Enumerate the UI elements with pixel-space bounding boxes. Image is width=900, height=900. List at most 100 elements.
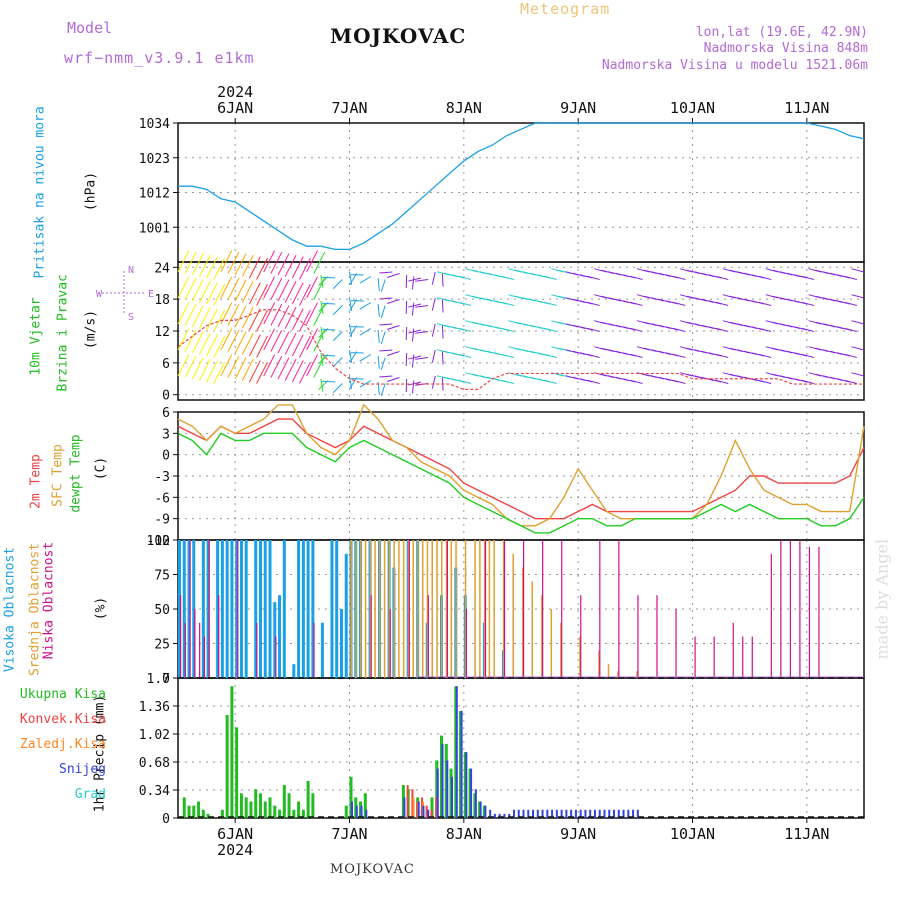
- day-label-top: 10JAN: [670, 99, 715, 117]
- wind-arrow: [318, 302, 329, 312]
- wind-arrow: [758, 379, 772, 384]
- cloud-mid-bar: [355, 540, 357, 678]
- wind-arrow: [291, 334, 304, 357]
- cloud-high-bar: [220, 540, 224, 678]
- precip-total-bar: [263, 801, 267, 818]
- wind-arrow: [629, 379, 643, 384]
- wind-arrow: [277, 253, 290, 276]
- wind-arrow: [844, 275, 857, 280]
- cloud-low-bar: [218, 595, 220, 678]
- wind-arrow: [213, 309, 226, 332]
- cloud-mid-bar: [560, 622, 562, 678]
- model-label: Model: [67, 19, 113, 37]
- legend-conv-rain: Konvek.Kisa: [19, 712, 106, 727]
- cloud-low-bar: [427, 595, 429, 678]
- precip-freezing-bar: [412, 797, 415, 818]
- precip-snow-bar: [589, 809, 592, 818]
- cloud-low-bar: [799, 540, 801, 678]
- wind-arrow: [758, 353, 772, 358]
- precip-snow-bar: [608, 809, 611, 818]
- wind-arrow: [411, 380, 415, 394]
- precip-snow-bar: [593, 809, 596, 818]
- cloud-low-bar: [561, 540, 563, 678]
- wind-arrow: [851, 372, 865, 377]
- wind-arrow: [213, 257, 226, 280]
- cloud-low-bar: [389, 609, 391, 678]
- meteogram-label: Meteogram: [520, 0, 611, 18]
- wind-arrow: [387, 273, 400, 279]
- precip-snow-bar: [446, 760, 449, 818]
- wind-arrow: [249, 334, 261, 357]
- y-tick-label: 6: [162, 357, 170, 372]
- wind-arrow: [408, 381, 422, 386]
- wind-arrow: [359, 328, 372, 336]
- wind-arrow: [672, 327, 686, 332]
- day-label-top: 6JAN: [217, 99, 253, 117]
- wind-arrow: [586, 353, 600, 358]
- cloud-mid-bar: [450, 540, 453, 678]
- y-tick-label: 100: [147, 534, 170, 549]
- legend-freezing-rain: Zaledj.Kisa: [19, 737, 106, 752]
- wind-arrow: [377, 303, 380, 317]
- cloud-low-bar: [618, 540, 620, 678]
- cloud-mid-bar: [488, 540, 491, 678]
- wind-arrow: [501, 301, 514, 306]
- y-tick-label: -3: [154, 470, 170, 485]
- cloud-high-bar: [182, 540, 186, 678]
- wind-arrow: [851, 268, 865, 273]
- wind-arrow: [501, 327, 514, 332]
- wind-arrow: [213, 335, 226, 358]
- cloud-high-bar: [206, 540, 210, 678]
- cloud-mid-bar: [579, 636, 581, 678]
- cloud-low-bar: [408, 540, 410, 678]
- wind-arrow: [359, 354, 372, 362]
- precip-total-bar: [278, 809, 282, 818]
- wind-arrow: [284, 332, 297, 355]
- wind-arrow: [379, 375, 393, 378]
- cloud-mid-bar: [541, 595, 543, 678]
- wind-arrow: [322, 302, 336, 305]
- y-tick-label: 3: [162, 427, 170, 442]
- cloud-mid-bar: [607, 664, 610, 678]
- cloud-high-bar: [201, 540, 205, 678]
- day-label-top: 11JAN: [784, 99, 829, 117]
- cloud-mid-bar: [598, 650, 600, 678]
- y-tick-label: 1023: [139, 152, 170, 167]
- y-tick-label: 0: [162, 389, 170, 404]
- precip-snow-bar: [632, 809, 635, 818]
- day-label-top: 9JAN: [560, 99, 596, 117]
- cloud-high-bar: [235, 540, 239, 678]
- panel-frame: [177, 677, 865, 819]
- precip-snow-bar: [422, 805, 425, 818]
- precip-total-bar: [344, 805, 348, 818]
- precip-snow-bar: [584, 809, 587, 818]
- wind-arrow: [220, 328, 233, 351]
- wind-arrow: [758, 327, 772, 332]
- wind-arrow: [332, 383, 343, 394]
- y-tick-label: 1034: [139, 117, 170, 132]
- wind-arrow: [387, 299, 400, 305]
- wind-arrow: [191, 331, 204, 354]
- cloud-mid-bar: [402, 540, 405, 678]
- wind-arrow: [299, 309, 311, 332]
- precip-total-bar: [301, 809, 305, 818]
- cloud-high-bar: [335, 540, 339, 678]
- y-tick-label: 1.7: [147, 672, 170, 687]
- precip-total-bar: [268, 797, 272, 818]
- wind-arrow: [249, 360, 261, 383]
- cloud-low-bar: [542, 540, 544, 678]
- precip-total-bar: [220, 809, 224, 818]
- precip-snow-bar: [403, 797, 406, 818]
- precip-total-bar: [292, 809, 296, 818]
- cloud-low-bar: [256, 622, 258, 678]
- wind-arrow: [844, 301, 857, 306]
- precip-snow-bar: [465, 752, 468, 818]
- wind-arrow: [256, 257, 268, 280]
- cloud-mid-bar: [350, 540, 352, 678]
- cloud-low-bar: [180, 595, 182, 678]
- wind-arrow: [844, 353, 857, 358]
- wind-arrow: [501, 379, 514, 384]
- wind-arrow: [234, 357, 247, 380]
- wind-arrow: [715, 301, 729, 306]
- cloud-low-bar: [465, 609, 468, 678]
